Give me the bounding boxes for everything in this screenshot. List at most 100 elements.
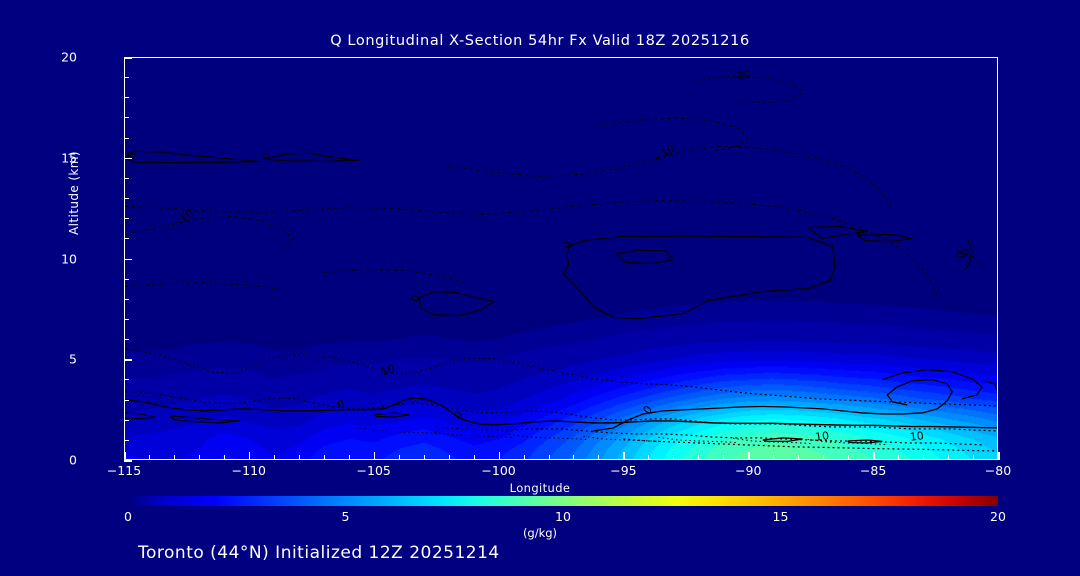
- y-minor-tick: [124, 318, 129, 320]
- y-minor-tick: [124, 439, 129, 441]
- x-minor-tick: [898, 455, 900, 460]
- contour-line: [598, 117, 749, 152]
- x-tick-mark: [373, 452, 376, 460]
- x-minor-tick: [523, 455, 525, 460]
- contour-line: [448, 145, 893, 211]
- y-minor-tick: [124, 419, 129, 421]
- contour-line: [264, 152, 360, 162]
- x-minor-tick: [848, 455, 850, 460]
- x-axis-label: Longitude: [509, 481, 571, 495]
- y-tick-mark: [124, 57, 132, 59]
- contour-line: [807, 225, 868, 240]
- x-minor-tick: [173, 455, 175, 460]
- x-minor-tick: [473, 455, 475, 460]
- colorbar-tick-label: 10: [555, 509, 571, 524]
- x-minor-tick: [948, 455, 950, 460]
- y-minor-tick: [124, 278, 129, 280]
- contour-line: [125, 199, 793, 216]
- contour-label: 0: [853, 227, 868, 239]
- y-minor-tick: [124, 177, 129, 179]
- x-minor-tick: [598, 455, 600, 460]
- x-tick-mark: [998, 452, 1000, 460]
- humidity-shading-canvas: [125, 58, 997, 459]
- x-tick-mark: [623, 452, 625, 460]
- x-minor-tick: [923, 455, 925, 460]
- colorbar-tick-label: 0: [124, 509, 132, 524]
- x-minor-tick: [148, 455, 150, 460]
- contour-line: [508, 433, 589, 441]
- contour-line: [956, 249, 983, 277]
- contour-line: [857, 233, 913, 243]
- x-tick-mark: [748, 452, 750, 460]
- y-minor-tick: [124, 379, 129, 381]
- y-tick-mark: [124, 157, 132, 160]
- contour-line: [797, 209, 938, 297]
- contour-label: 10: [379, 362, 397, 379]
- x-minor-tick: [698, 455, 700, 460]
- contour-line: [562, 235, 836, 320]
- x-minor-tick: [548, 455, 550, 460]
- y-minor-tick: [124, 198, 129, 200]
- colorbar: [128, 496, 998, 506]
- colorbar-tick-label: 20: [990, 509, 1006, 524]
- y-tick-mark: [124, 359, 132, 361]
- contour-line: [436, 426, 985, 446]
- y-minor-tick: [124, 298, 129, 300]
- y-minor-tick: [124, 77, 129, 79]
- contour-line: [984, 380, 997, 391]
- y-minor-tick: [124, 218, 129, 220]
- contour-label: 0: [954, 250, 968, 259]
- contour-label: 0: [560, 240, 574, 250]
- contour-line: [418, 290, 496, 317]
- x-tick-mark: [498, 452, 501, 460]
- x-minor-tick: [348, 455, 350, 460]
- x-tick-label: −100: [481, 463, 516, 478]
- contour-line: [882, 369, 983, 400]
- x-minor-tick: [798, 455, 800, 460]
- y-tick-mark: [124, 460, 132, 462]
- chart-title: Q Longitudinal X-Section 54hr Fx Valid 1…: [330, 33, 750, 49]
- x-tick-label: −105: [356, 463, 391, 478]
- y-tick-label: 5: [69, 351, 77, 367]
- contour-line: [169, 415, 240, 424]
- contour-label: 0: [958, 247, 972, 256]
- y-tick-label: 20: [61, 49, 77, 65]
- colorbar-unit-label: (g/kg): [522, 526, 558, 540]
- x-tick-label: −110: [231, 463, 267, 478]
- contour-line: [125, 281, 280, 291]
- contour-label: 0: [336, 397, 346, 411]
- contour-line: [125, 215, 296, 249]
- moisture-field: 0 0 0 0 0 0 −10 −10 10 0 0 0 10 10 -20 0: [125, 58, 997, 459]
- y-tick-label: 15: [61, 150, 77, 166]
- contour-line: [125, 390, 997, 432]
- colorbar-tick-label: 15: [772, 509, 789, 524]
- x-minor-tick: [673, 455, 675, 460]
- y-minor-tick: [124, 97, 129, 99]
- y-tick-mark: [124, 258, 132, 260]
- contour-line: [373, 412, 410, 418]
- contour-line: [697, 75, 804, 104]
- contour-label: 0: [259, 150, 274, 163]
- x-minor-tick: [423, 455, 425, 460]
- contour-label: −10: [170, 207, 196, 231]
- x-minor-tick: [973, 455, 975, 460]
- contour-line: [125, 397, 997, 429]
- y-minor-tick: [124, 238, 129, 240]
- contour-label: 0: [408, 293, 423, 304]
- contour-line: [324, 268, 464, 284]
- x-tick-label: −90: [735, 463, 762, 478]
- x-minor-tick: [573, 455, 575, 460]
- footer-caption: Toronto (44°N) Initialized 12Z 20251214: [138, 543, 500, 563]
- x-minor-tick: [273, 455, 275, 460]
- x-minor-tick: [723, 455, 725, 460]
- y-tick-label: 0: [69, 452, 77, 468]
- contour-line: [762, 437, 803, 442]
- colorbar-tick-label: 5: [341, 509, 350, 524]
- y-minor-tick: [124, 117, 129, 119]
- contour-label: 10: [814, 429, 830, 444]
- contour-line: [125, 150, 260, 164]
- contour-line: [847, 439, 883, 444]
- contour-label: -20: [732, 67, 752, 83]
- x-tick-label: −80: [984, 463, 1012, 478]
